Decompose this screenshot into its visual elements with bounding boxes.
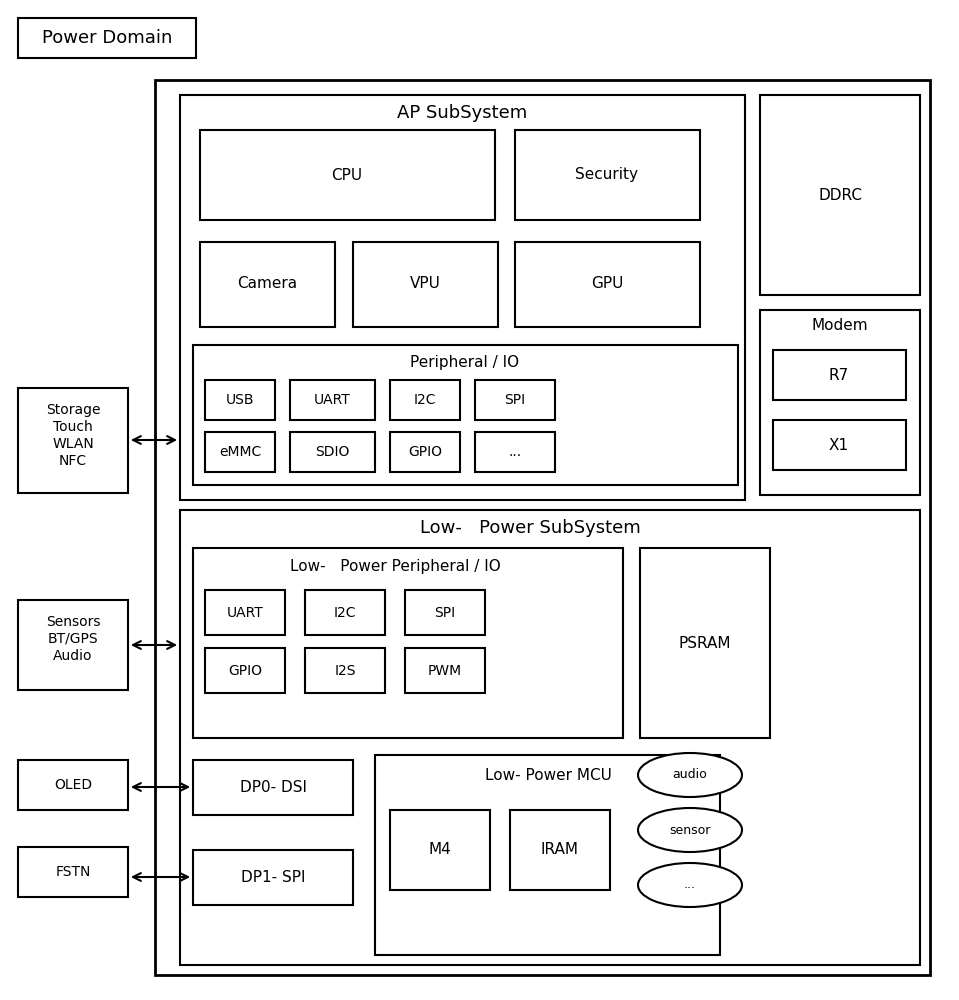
Bar bbox=[475, 432, 555, 472]
Bar bbox=[305, 648, 385, 693]
Text: ...: ... bbox=[684, 879, 696, 892]
Ellipse shape bbox=[638, 863, 742, 907]
Bar bbox=[290, 432, 375, 472]
Bar bbox=[510, 810, 610, 890]
Bar bbox=[18, 760, 128, 810]
Text: Power Domain: Power Domain bbox=[42, 29, 173, 47]
Text: PSRAM: PSRAM bbox=[679, 636, 732, 650]
Bar bbox=[405, 590, 485, 635]
Bar bbox=[475, 380, 555, 420]
Bar bbox=[193, 850, 353, 905]
Text: FSTN: FSTN bbox=[56, 865, 91, 879]
Text: ...: ... bbox=[508, 445, 522, 459]
Text: IRAM: IRAM bbox=[541, 842, 579, 857]
Bar bbox=[353, 242, 498, 327]
Bar bbox=[205, 648, 285, 693]
Text: Camera: Camera bbox=[237, 276, 297, 292]
Bar bbox=[515, 242, 700, 327]
Text: Modem: Modem bbox=[811, 318, 868, 332]
Text: UART: UART bbox=[226, 606, 264, 620]
Text: SPI: SPI bbox=[434, 606, 456, 620]
Text: WLAN: WLAN bbox=[52, 437, 94, 451]
Bar bbox=[375, 755, 720, 955]
Bar bbox=[200, 130, 495, 220]
Bar bbox=[290, 380, 375, 420]
Text: GPIO: GPIO bbox=[228, 664, 262, 678]
Bar bbox=[305, 590, 385, 635]
Ellipse shape bbox=[638, 808, 742, 852]
Text: eMMC: eMMC bbox=[219, 445, 261, 459]
Bar bbox=[193, 760, 353, 815]
Text: SPI: SPI bbox=[504, 393, 526, 407]
Bar bbox=[193, 548, 623, 738]
Bar bbox=[773, 420, 906, 470]
Bar bbox=[18, 18, 196, 58]
Bar bbox=[515, 130, 700, 220]
Bar bbox=[390, 432, 460, 472]
Text: audio: audio bbox=[672, 768, 708, 782]
Ellipse shape bbox=[638, 753, 742, 797]
Bar bbox=[205, 590, 285, 635]
Text: UART: UART bbox=[314, 393, 350, 407]
Text: GPIO: GPIO bbox=[408, 445, 442, 459]
Text: Touch: Touch bbox=[53, 420, 93, 434]
Bar bbox=[200, 242, 335, 327]
Text: Audio: Audio bbox=[54, 649, 93, 663]
Bar bbox=[760, 95, 920, 295]
Text: I2C: I2C bbox=[334, 606, 356, 620]
Bar bbox=[193, 345, 738, 485]
Text: I2C: I2C bbox=[413, 393, 436, 407]
Text: X1: X1 bbox=[829, 438, 849, 452]
Text: AP SubSystem: AP SubSystem bbox=[397, 104, 527, 122]
Text: PWM: PWM bbox=[428, 664, 462, 678]
Text: M4: M4 bbox=[429, 842, 452, 857]
Text: GPU: GPU bbox=[591, 276, 623, 292]
Bar bbox=[18, 847, 128, 897]
Text: Security: Security bbox=[575, 167, 639, 182]
Bar bbox=[180, 95, 745, 500]
Text: OLED: OLED bbox=[54, 778, 92, 792]
Text: Sensors: Sensors bbox=[46, 615, 101, 629]
Bar bbox=[205, 380, 275, 420]
Text: USB: USB bbox=[225, 393, 254, 407]
Text: SDIO: SDIO bbox=[315, 445, 349, 459]
Text: NFC: NFC bbox=[58, 454, 87, 468]
Text: Low-   Power Peripheral / IO: Low- Power Peripheral / IO bbox=[290, 560, 501, 574]
Bar bbox=[155, 80, 930, 975]
Text: Storage: Storage bbox=[46, 403, 101, 417]
Bar bbox=[640, 548, 770, 738]
Bar bbox=[405, 648, 485, 693]
Text: Peripheral / IO: Peripheral / IO bbox=[410, 355, 520, 369]
Text: DDRC: DDRC bbox=[818, 188, 862, 202]
Text: CPU: CPU bbox=[332, 167, 363, 182]
Bar bbox=[18, 388, 128, 493]
Text: I2S: I2S bbox=[335, 664, 356, 678]
Bar bbox=[760, 310, 920, 495]
Bar bbox=[205, 432, 275, 472]
Text: BT/GPS: BT/GPS bbox=[48, 632, 99, 646]
Text: sensor: sensor bbox=[669, 824, 711, 836]
Bar bbox=[180, 510, 920, 965]
Text: Low-   Power SubSystem: Low- Power SubSystem bbox=[420, 519, 641, 537]
Bar bbox=[18, 600, 128, 690]
Text: DP0- DSI: DP0- DSI bbox=[240, 780, 307, 794]
Text: VPU: VPU bbox=[409, 276, 440, 292]
Bar bbox=[390, 380, 460, 420]
Text: Low- Power MCU: Low- Power MCU bbox=[484, 768, 612, 782]
Text: R7: R7 bbox=[829, 367, 849, 382]
Bar bbox=[773, 350, 906, 400]
Bar bbox=[390, 810, 490, 890]
Text: DP1- SPI: DP1- SPI bbox=[241, 869, 305, 884]
